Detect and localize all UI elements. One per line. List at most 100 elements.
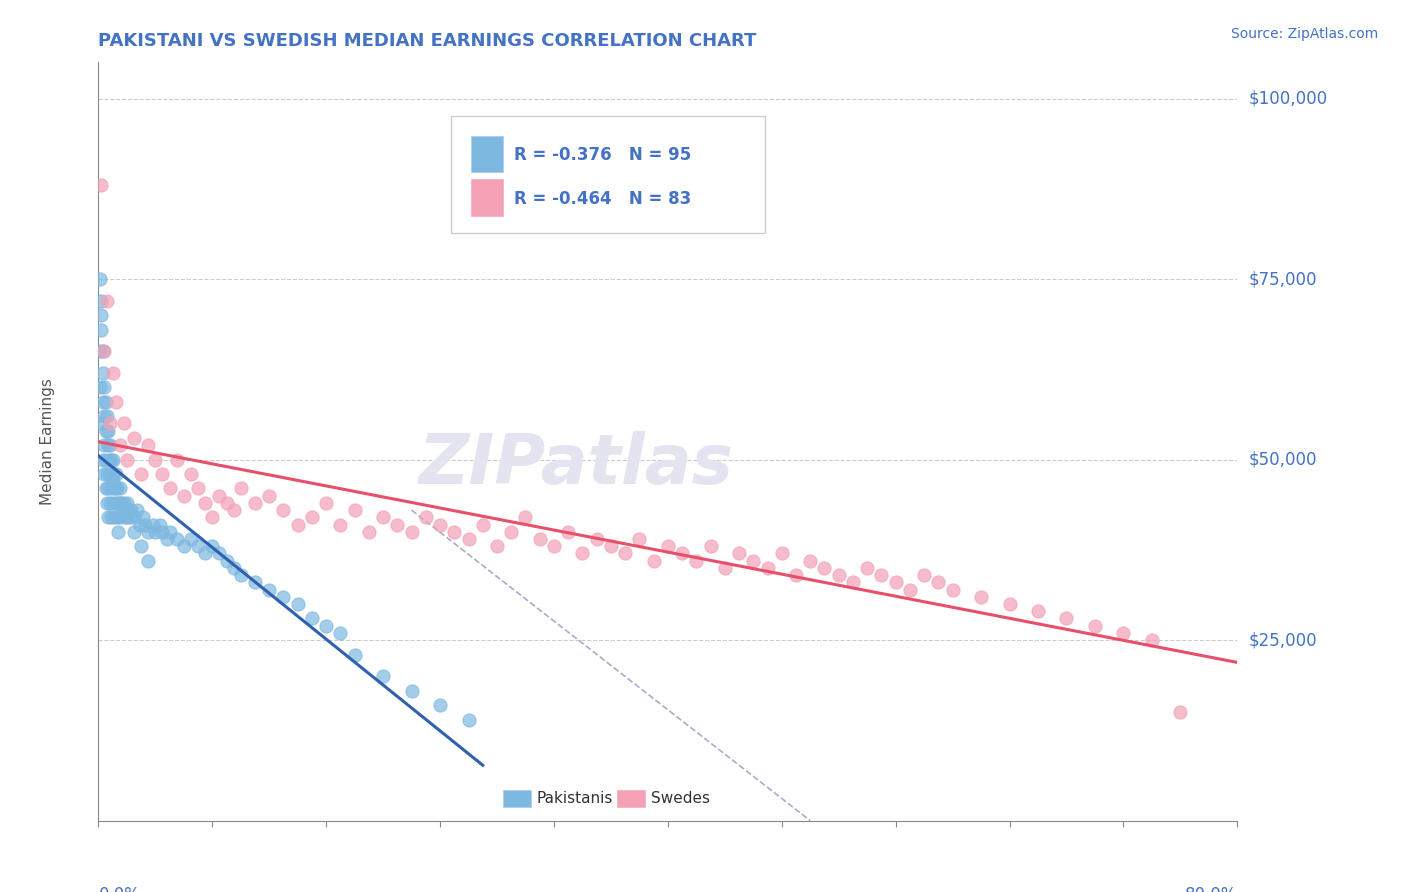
Point xyxy=(98,496,121,510)
Point xyxy=(657,539,679,553)
Point xyxy=(98,452,121,467)
Point xyxy=(343,648,366,662)
Point xyxy=(104,467,127,481)
Point xyxy=(101,496,124,510)
Point xyxy=(415,510,437,524)
Point xyxy=(173,489,195,503)
Point xyxy=(89,380,111,394)
Point xyxy=(287,597,309,611)
Point xyxy=(97,482,120,496)
Point xyxy=(90,417,112,431)
Point xyxy=(117,503,139,517)
Point xyxy=(114,510,136,524)
Text: 80.0%: 80.0% xyxy=(1185,886,1237,892)
Point xyxy=(315,618,337,632)
Point xyxy=(129,539,152,553)
Point xyxy=(343,503,366,517)
Point xyxy=(110,496,132,510)
Point xyxy=(101,366,124,380)
FancyBboxPatch shape xyxy=(617,790,645,807)
Point xyxy=(93,344,115,359)
Point xyxy=(543,539,565,553)
Point xyxy=(145,524,167,539)
Point xyxy=(799,554,821,568)
Point xyxy=(159,482,181,496)
Point xyxy=(515,510,537,524)
Point xyxy=(105,510,128,524)
Point xyxy=(898,582,921,597)
Point xyxy=(96,293,118,308)
FancyBboxPatch shape xyxy=(471,179,503,216)
Point xyxy=(215,554,238,568)
Text: 0.0%: 0.0% xyxy=(98,886,141,892)
Point xyxy=(122,431,145,445)
Point xyxy=(187,539,209,553)
Point xyxy=(600,539,623,553)
Point xyxy=(111,503,134,517)
Point xyxy=(93,380,115,394)
Point xyxy=(208,489,231,503)
Point xyxy=(107,524,129,539)
Point xyxy=(105,482,128,496)
Point xyxy=(927,575,949,590)
Point xyxy=(856,561,879,575)
Point xyxy=(156,532,179,546)
Point xyxy=(401,524,423,539)
Point xyxy=(118,510,141,524)
Point xyxy=(785,568,807,582)
Point xyxy=(136,524,159,539)
Text: R = -0.376   N = 95: R = -0.376 N = 95 xyxy=(515,146,692,164)
Point xyxy=(529,532,551,546)
Point xyxy=(998,597,1021,611)
Point xyxy=(1170,706,1192,720)
Point xyxy=(94,482,117,496)
Point xyxy=(557,524,579,539)
Point xyxy=(173,539,195,553)
Point xyxy=(215,496,238,510)
Point xyxy=(101,475,124,489)
Point xyxy=(387,517,409,532)
Point xyxy=(98,438,121,452)
Point xyxy=(100,482,122,496)
Point xyxy=(1056,611,1078,625)
Point xyxy=(471,517,494,532)
Point xyxy=(91,452,114,467)
Point xyxy=(159,524,181,539)
Text: $75,000: $75,000 xyxy=(1249,270,1317,288)
Point xyxy=(259,582,281,597)
Point xyxy=(229,568,252,582)
Point xyxy=(131,510,153,524)
Point xyxy=(884,575,907,590)
Point xyxy=(136,554,159,568)
Point xyxy=(97,438,120,452)
Point xyxy=(100,510,122,524)
Point xyxy=(120,503,142,517)
Text: Median Earnings: Median Earnings xyxy=(39,378,55,505)
Point xyxy=(813,561,835,575)
Point xyxy=(166,532,188,546)
Point xyxy=(756,561,779,575)
Point xyxy=(457,713,479,727)
Point xyxy=(699,539,721,553)
Point xyxy=(714,561,737,575)
Point xyxy=(108,438,131,452)
Point xyxy=(614,546,637,560)
Point xyxy=(315,496,337,510)
Point xyxy=(103,482,125,496)
Point xyxy=(112,496,135,510)
Point xyxy=(104,496,127,510)
Text: Source: ZipAtlas.com: Source: ZipAtlas.com xyxy=(1230,27,1378,41)
Point xyxy=(89,344,111,359)
Point xyxy=(501,524,523,539)
Point xyxy=(401,683,423,698)
Point xyxy=(828,568,851,582)
Point xyxy=(486,539,509,553)
Point xyxy=(194,496,217,510)
Point xyxy=(145,452,167,467)
Point xyxy=(104,394,127,409)
Point xyxy=(301,510,323,524)
Point xyxy=(98,417,121,431)
Text: R = -0.464   N = 83: R = -0.464 N = 83 xyxy=(515,190,692,208)
Point xyxy=(457,532,479,546)
Point xyxy=(115,452,138,467)
